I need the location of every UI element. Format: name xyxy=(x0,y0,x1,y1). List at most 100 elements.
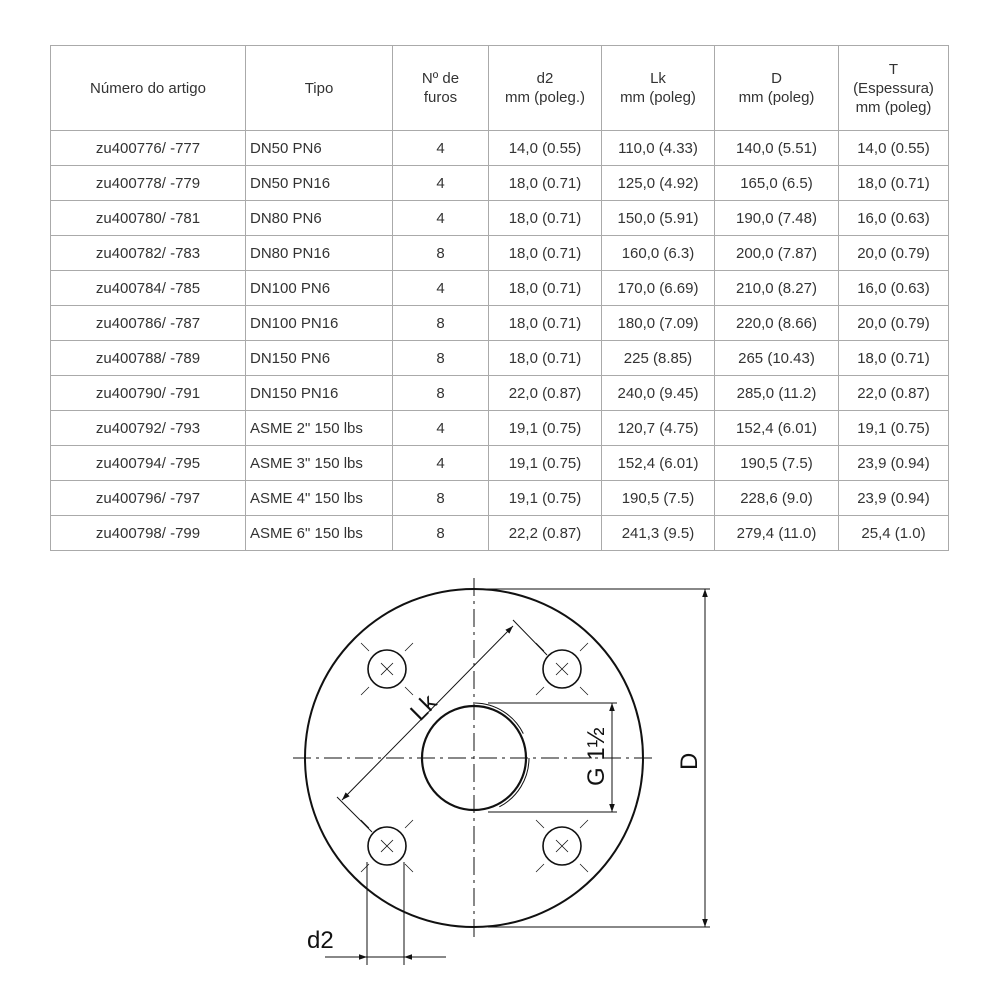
table-cell: zu400782/ -783 xyxy=(50,235,246,271)
table-cell: 20,0 (0.79) xyxy=(838,305,949,341)
table-cell: DN100 PN6 xyxy=(245,270,393,306)
table-cell: 170,0 (6.69) xyxy=(601,270,715,306)
table-cell: zu400798/ -799 xyxy=(50,515,246,551)
table-cell: 8 xyxy=(392,305,489,341)
table-cell: 8 xyxy=(392,375,489,411)
table-cell: 4 xyxy=(392,445,489,481)
table-cell: 18,0 (0.71) xyxy=(488,235,602,271)
flange-dimensions-table: Número do artigo Tipo Nº de furos d2 mm (pole… xyxy=(50,45,949,551)
table-row: zu400776/ -777 DN50 PN6 4 14,0 (0.55) 110,0 … xyxy=(50,130,949,166)
table-cell: 16,0 (0.63) xyxy=(838,270,949,306)
bolt-hole xyxy=(542,826,582,866)
table-header-row: Número do artigo Tipo Nº de furos d2 mm (pole… xyxy=(50,45,949,131)
table-cell: 22,2 (0.87) xyxy=(488,515,602,551)
table-cell: 140,0 (5.51) xyxy=(714,130,839,166)
table-row: zu400796/ -797 ASME 4" 150 lbs 8 19,1 (0.75… xyxy=(50,480,949,516)
column-header: Número do artigo xyxy=(50,45,246,131)
column-header: d2 mm (poleg.) xyxy=(488,45,602,131)
table-cell: 20,0 (0.79) xyxy=(838,235,949,271)
header-line: mm (poleg) xyxy=(620,89,696,106)
table-cell: 14,0 (0.55) xyxy=(488,130,602,166)
table-cell: DN50 PN6 xyxy=(245,130,393,166)
table-row: zu400792/ -793 ASME 2" 150 lbs 4 19,1 (0.75… xyxy=(50,410,949,446)
table-cell: 18,0 (0.71) xyxy=(838,165,949,201)
bolt-hole xyxy=(367,826,407,866)
table-cell: zu400790/ -791 xyxy=(50,375,246,411)
table-cell: 125,0 (4.92) xyxy=(601,165,715,201)
header-line: mm (poleg) xyxy=(855,98,932,116)
header-line: Tipo xyxy=(304,79,334,97)
table-cell: 279,4 (11.0) xyxy=(714,515,839,551)
table-cell: zu400794/ -795 xyxy=(50,445,246,481)
table-cell: 18,0 (0.71) xyxy=(488,270,602,306)
header-line: D xyxy=(771,70,782,87)
table-cell: 220,0 (8.66) xyxy=(714,305,839,341)
table-cell: zu400776/ -777 xyxy=(50,130,246,166)
table-cell: 150,0 (5.91) xyxy=(601,200,715,236)
header-line: T xyxy=(888,60,899,78)
table-cell: 200,0 (7.87) xyxy=(714,235,839,271)
table-cell: zu400796/ -797 xyxy=(50,480,246,516)
table-cell: 18,0 (0.71) xyxy=(488,165,602,201)
table-cell: 4 xyxy=(392,130,489,166)
d-label: D xyxy=(676,753,703,770)
table-cell: 190,0 (7.48) xyxy=(714,200,839,236)
lk-dimension-line xyxy=(341,625,514,801)
table-cell: 285,0 (11.2) xyxy=(714,375,839,411)
table-row: zu400788/ -789 DN150 PN6 8 18,0 (0.71) 225 (… xyxy=(50,340,949,376)
table-cell: 240,0 (9.45) xyxy=(601,375,715,411)
column-header: Tipo xyxy=(245,45,393,131)
header-line: mm (poleg.) xyxy=(504,89,586,106)
table-cell: 23,9 (0.94) xyxy=(838,480,949,516)
table-cell: zu400784/ -785 xyxy=(50,270,246,306)
table-cell: ASME 4" 150 lbs xyxy=(245,480,393,516)
table-cell: DN80 PN6 xyxy=(245,200,393,236)
table-cell: ASME 6" 150 lbs xyxy=(245,515,393,551)
table-cell: zu400792/ -793 xyxy=(50,410,246,446)
column-header: Lk mm (poleg) xyxy=(601,45,715,131)
table-cell: 18,0 (0.71) xyxy=(838,340,949,376)
bolt-hole xyxy=(542,649,582,689)
table-row: zu400794/ -795 ASME 3" 150 lbs 4 19,1 (0.75… xyxy=(50,445,949,481)
table-cell: 110,0 (4.33) xyxy=(601,130,715,166)
table-cell: 228,6 (9.0) xyxy=(714,480,839,516)
table-cell: 14,0 (0.55) xyxy=(838,130,949,166)
table-cell: zu400778/ -779 xyxy=(50,165,246,201)
header-line: furos xyxy=(423,89,458,106)
header-line: mm (poleg) xyxy=(738,89,815,106)
header-line: Número do artigo xyxy=(90,79,206,97)
table-cell: 180,0 (7.09) xyxy=(601,305,715,341)
table-cell: DN100 PN16 xyxy=(245,305,393,341)
table-cell: 23,9 (0.94) xyxy=(838,445,949,481)
table-cell: 8 xyxy=(392,480,489,516)
table-cell: DN150 PN6 xyxy=(245,340,393,376)
header-line: d2 xyxy=(536,70,554,87)
table-cell: 4 xyxy=(392,410,489,446)
table-cell: 16,0 (0.63) xyxy=(838,200,949,236)
table-cell: 225 (8.85) xyxy=(601,340,715,376)
table-cell: 19,1 (0.75) xyxy=(488,445,602,481)
table-cell: 160,0 (6.3) xyxy=(601,235,715,271)
table-row: zu400786/ -787 DN100 PN16 8 18,0 (0.71) 180,… xyxy=(50,305,949,341)
table-cell: DN150 PN16 xyxy=(245,375,393,411)
table-row: zu400798/ -799 ASME 6" 150 lbs 8 22,2 (0.87… xyxy=(50,515,949,551)
header-line: Lk xyxy=(650,70,666,87)
header-line: Nº de xyxy=(421,70,460,87)
table-cell: 22,0 (0.87) xyxy=(488,375,602,411)
table-cell: 25,4 (1.0) xyxy=(838,515,949,551)
table-cell: DN50 PN16 xyxy=(245,165,393,201)
table-cell: zu400788/ -789 xyxy=(50,340,246,376)
g-label: G 1½ xyxy=(583,727,610,786)
table-row: zu400784/ -785 DN100 PN6 4 18,0 (0.71) 170,0… xyxy=(50,270,949,306)
table-cell: ASME 2" 150 lbs xyxy=(245,410,393,446)
table-cell: 241,3 (9.5) xyxy=(601,515,715,551)
table-row: zu400780/ -781 DN80 PN6 4 18,0 (0.71) 150,0 … xyxy=(50,200,949,236)
table-cell: 210,0 (8.27) xyxy=(714,270,839,306)
table-cell: 120,7 (4.75) xyxy=(601,410,715,446)
table-row: zu400782/ -783 DN80 PN16 8 18,0 (0.71) 160,0… xyxy=(50,235,949,271)
d2-label: d2 xyxy=(307,927,334,954)
header-line: (Espessura) xyxy=(853,79,934,97)
table-cell: 19,1 (0.75) xyxy=(488,480,602,516)
